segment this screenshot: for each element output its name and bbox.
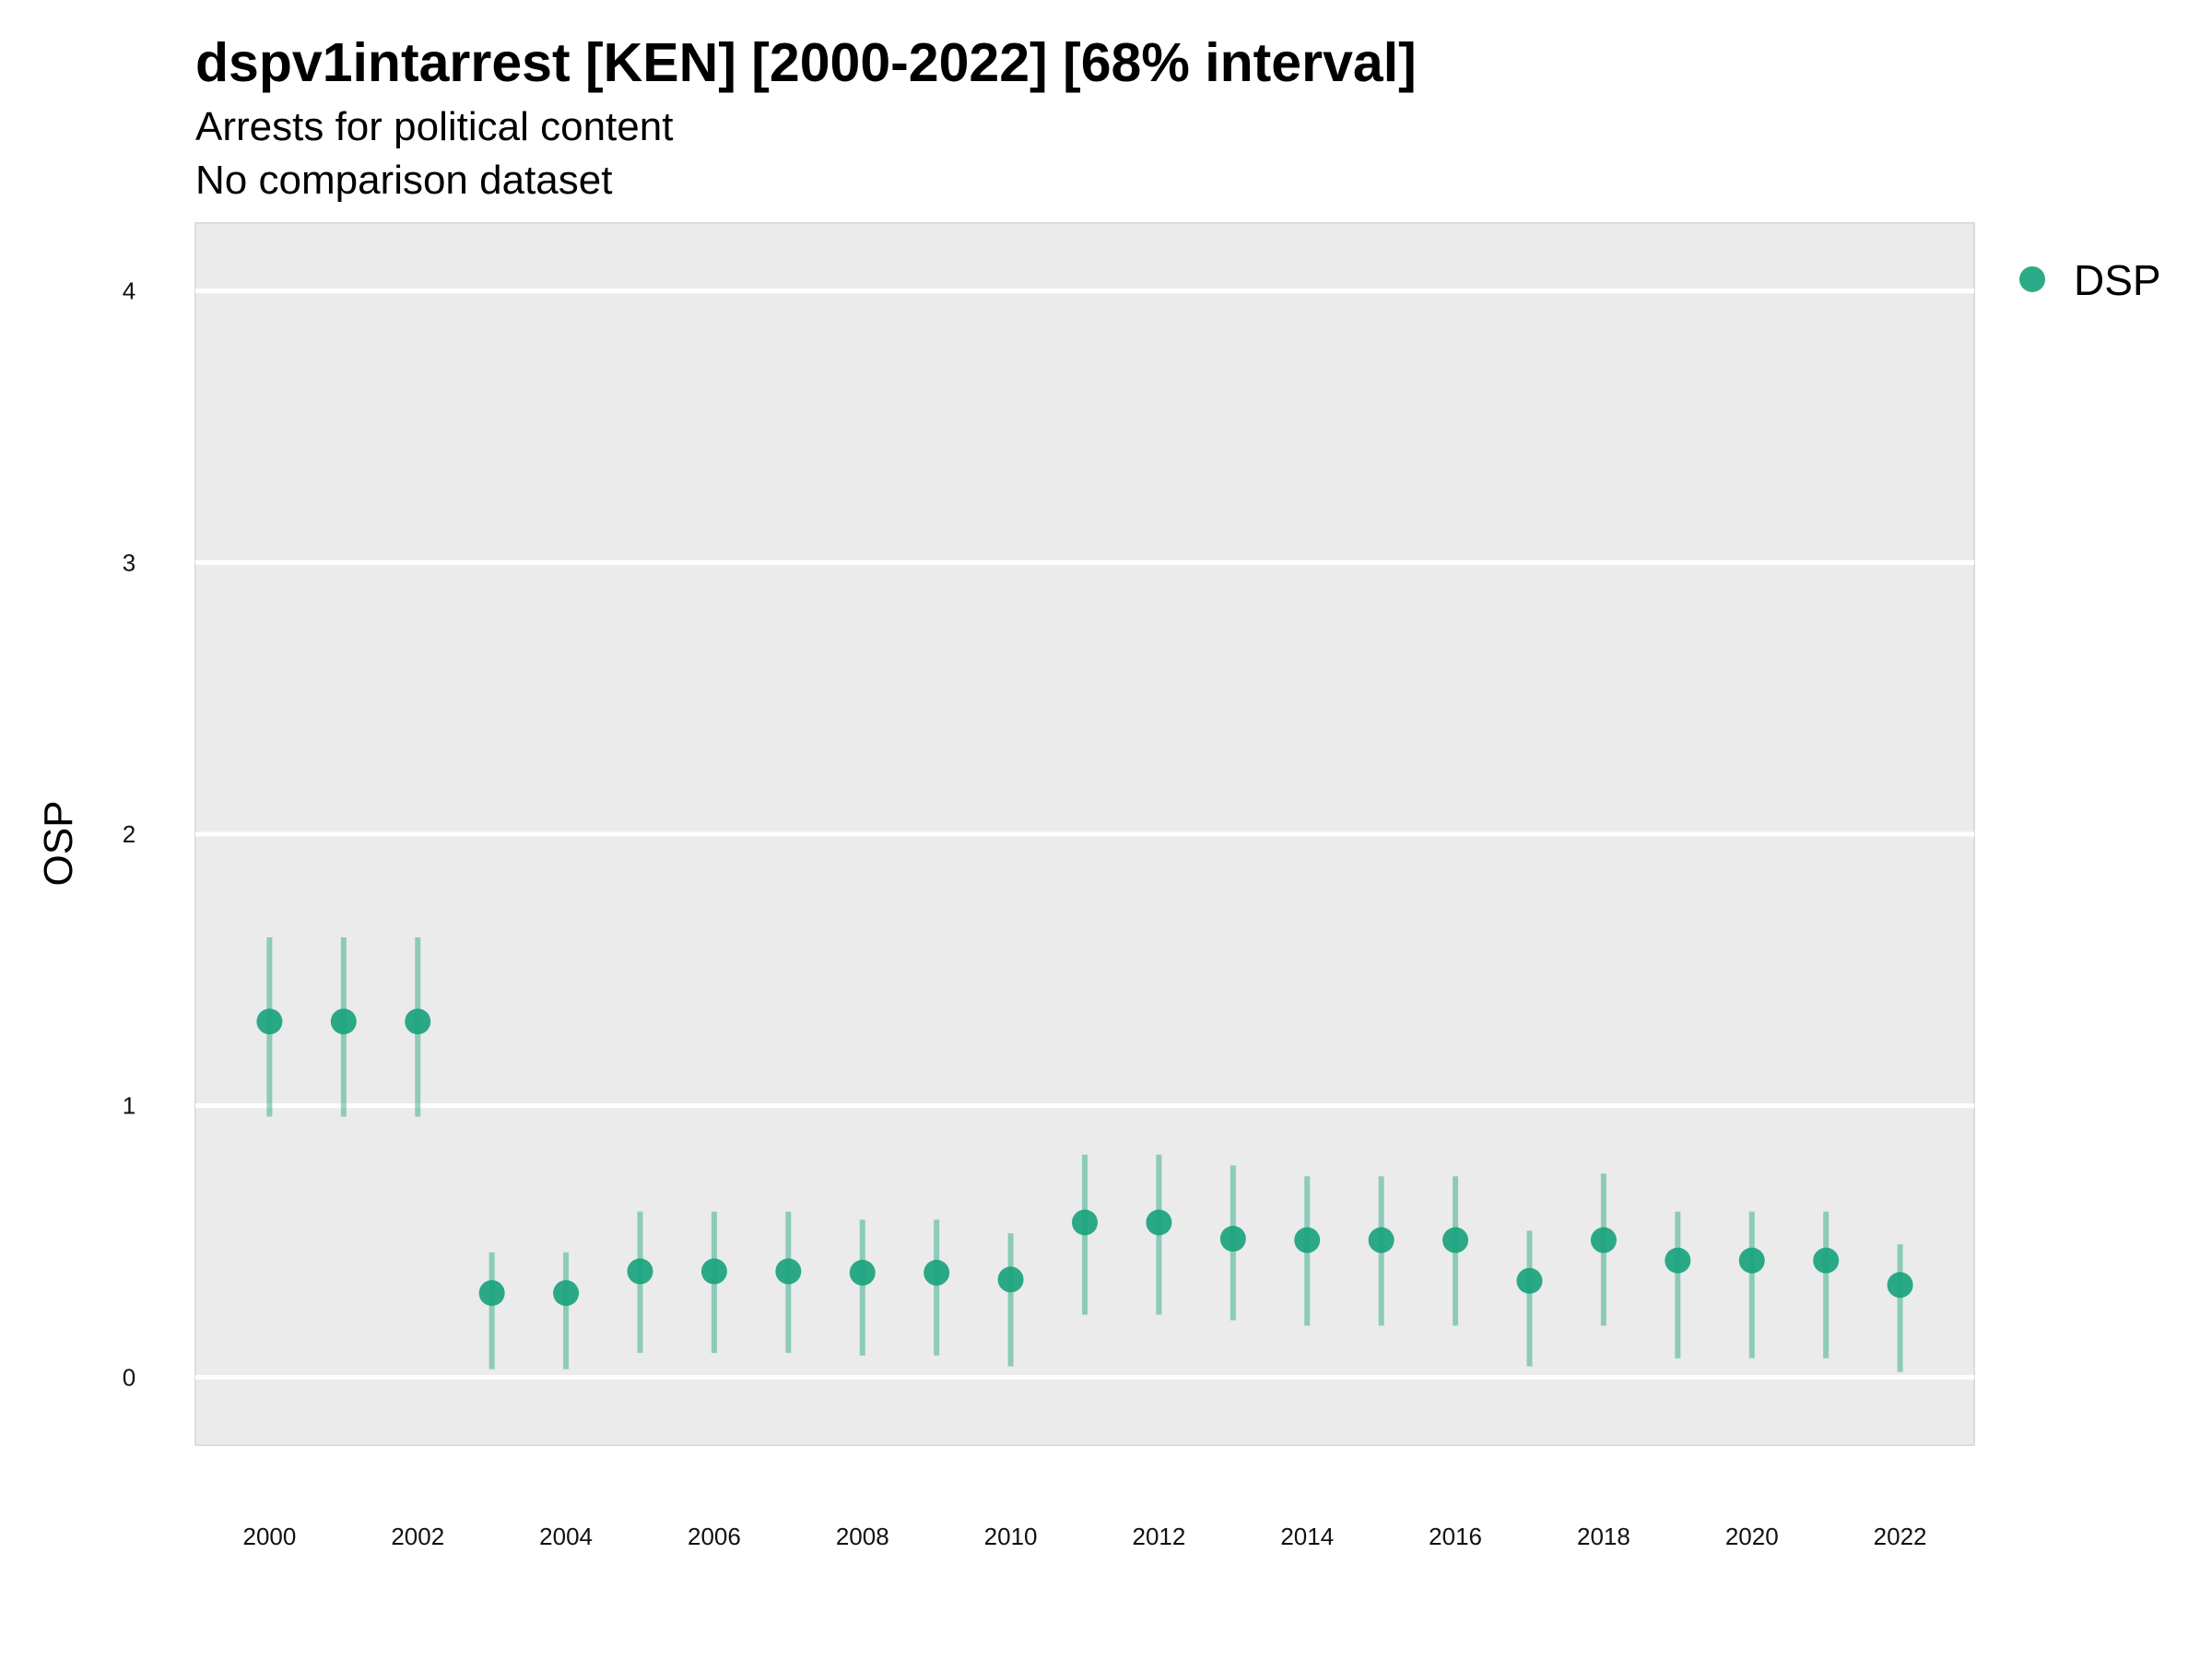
data-point-2018 bbox=[1590, 1227, 1617, 1253]
x-tick-label-2016: 2016 bbox=[1429, 1523, 1482, 1550]
data-point-2009 bbox=[924, 1259, 950, 1286]
data-point-2011 bbox=[1072, 1209, 1098, 1236]
data-point-2000 bbox=[256, 1008, 283, 1035]
data-point-2022 bbox=[1887, 1272, 1913, 1299]
data-point-2003 bbox=[478, 1279, 505, 1306]
x-tick-label-2014: 2014 bbox=[1280, 1523, 1334, 1550]
data-point-2002 bbox=[405, 1008, 431, 1035]
y-axis-title: OSP bbox=[36, 801, 81, 887]
y-tick-label-2: 2 bbox=[123, 820, 135, 848]
y-tick-label-4: 4 bbox=[123, 277, 135, 305]
data-point-2005 bbox=[627, 1258, 653, 1285]
data-point-2017 bbox=[1516, 1267, 1543, 1294]
data-point-2008 bbox=[849, 1259, 876, 1286]
data-point-2004 bbox=[553, 1279, 580, 1306]
x-tick-label-2022: 2022 bbox=[1874, 1523, 1927, 1550]
data-point-2015 bbox=[1368, 1227, 1394, 1253]
data-point-2014 bbox=[1294, 1227, 1321, 1253]
x-tick-label-2020: 2020 bbox=[1725, 1523, 1779, 1550]
data-point-2012 bbox=[1146, 1209, 1172, 1236]
y-tick-label-0: 0 bbox=[123, 1363, 135, 1391]
x-tick-label-2002: 2002 bbox=[391, 1523, 444, 1550]
chart-title: dspv1intarrest [KEN] [2000-2022] [68% in… bbox=[195, 32, 1417, 93]
y-tick-label-1: 1 bbox=[123, 1092, 135, 1120]
x-tick-label-2012: 2012 bbox=[1132, 1523, 1185, 1550]
chart-subtitle-comparison: No comparison dataset bbox=[195, 158, 613, 203]
x-tick-label-2000: 2000 bbox=[242, 1523, 296, 1550]
data-point-2001 bbox=[330, 1008, 357, 1035]
data-point-2021 bbox=[1813, 1247, 1840, 1274]
data-point-2010 bbox=[997, 1266, 1024, 1293]
data-point-2016 bbox=[1442, 1227, 1469, 1253]
data-point-2019 bbox=[1665, 1247, 1691, 1274]
legend-dsp-marker bbox=[2019, 266, 2045, 292]
x-tick-label-2018: 2018 bbox=[1577, 1523, 1630, 1550]
x-tick-label-2006: 2006 bbox=[688, 1523, 741, 1550]
chart-subtitle: Arrests for political content bbox=[195, 104, 674, 149]
x-tick-label-2010: 2010 bbox=[984, 1523, 1038, 1550]
data-point-2007 bbox=[775, 1258, 802, 1285]
data-point-2006 bbox=[700, 1258, 727, 1285]
x-tick-label-2008: 2008 bbox=[836, 1523, 889, 1550]
data-point-2013 bbox=[1219, 1226, 1246, 1253]
data-point-2020 bbox=[1738, 1247, 1765, 1274]
y-tick-label-3: 3 bbox=[123, 548, 135, 576]
x-tick-label-2004: 2004 bbox=[539, 1523, 593, 1550]
legend-dsp-label: DSP bbox=[2074, 256, 2161, 304]
